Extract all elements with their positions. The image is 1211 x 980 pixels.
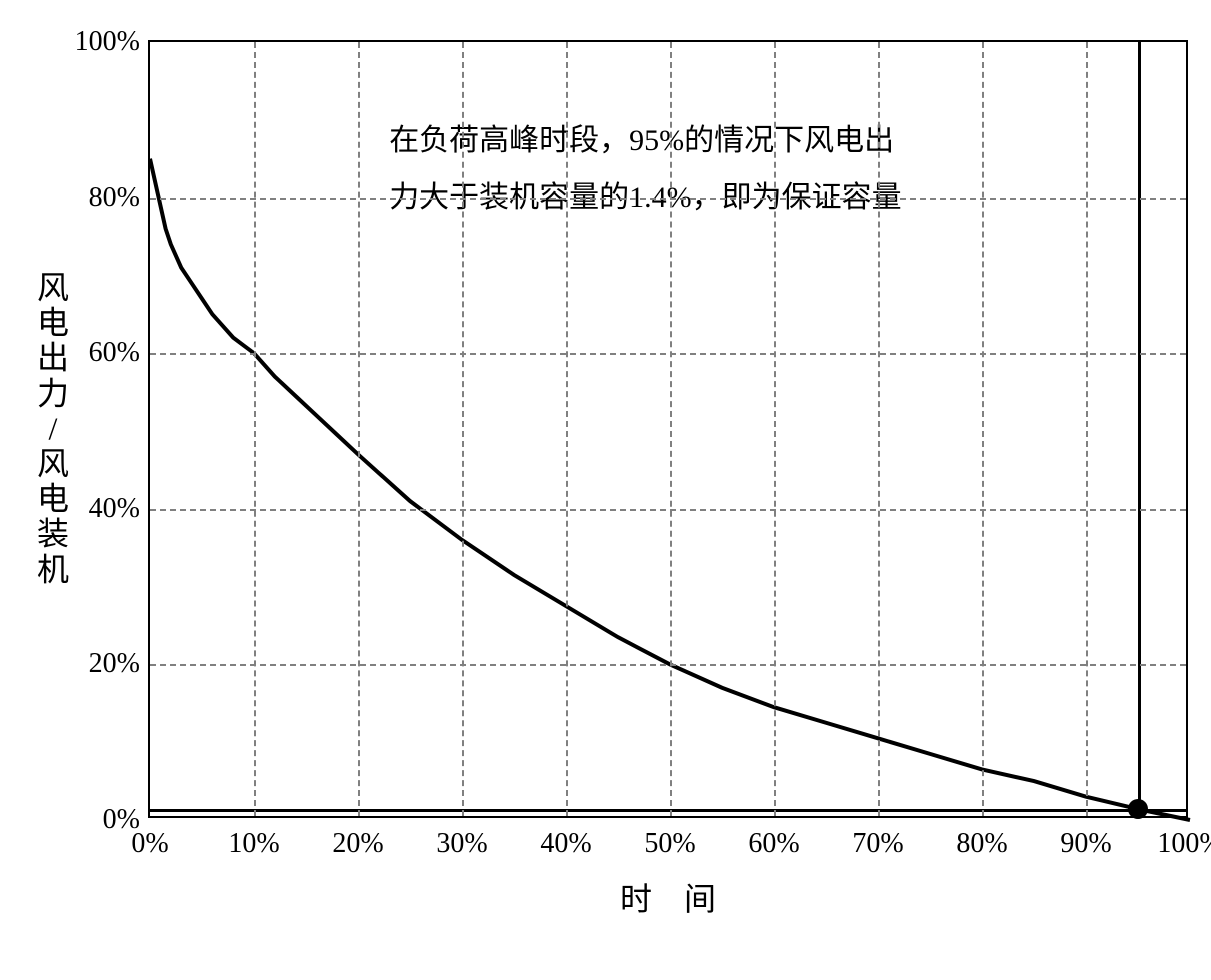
y-tick-label: 20% bbox=[89, 648, 150, 680]
annotation-text: 在负荷高峰时段，95%的情况下风电出 力大于装机容量的1.4%，即为保证容量 bbox=[389, 112, 902, 226]
y-tick-label: 80% bbox=[89, 182, 150, 214]
x-tick-label: 70% bbox=[852, 816, 903, 860]
x-axis-label: 时 间 bbox=[620, 874, 716, 920]
grid-line-v bbox=[774, 42, 776, 816]
x-tick-label: 90% bbox=[1060, 816, 1111, 860]
grid-line-v bbox=[982, 42, 984, 816]
x-tick-label: 20% bbox=[332, 816, 383, 860]
chart-container: 在负荷高峰时段，95%的情况下风电出 力大于装机容量的1.4%，即为保证容量 0… bbox=[20, 20, 1211, 960]
grid-line-h bbox=[150, 198, 1186, 200]
grid-line-v bbox=[878, 42, 880, 816]
x-tick-label: 30% bbox=[436, 816, 487, 860]
grid-line-v bbox=[358, 42, 360, 816]
x-tick-label: 100% bbox=[1157, 816, 1211, 860]
x-tick-label: 40% bbox=[540, 816, 591, 860]
x-tick-label: 0% bbox=[131, 816, 168, 860]
marker-vline bbox=[1138, 42, 1141, 816]
y-tick-label: 100% bbox=[75, 26, 150, 58]
grid-line-v bbox=[462, 42, 464, 816]
plot-area: 在负荷高峰时段，95%的情况下风电出 力大于装机容量的1.4%，即为保证容量 0… bbox=[148, 40, 1188, 818]
marker-hline bbox=[150, 809, 1186, 812]
y-tick-label: 60% bbox=[89, 337, 150, 369]
marker-point bbox=[1128, 799, 1148, 819]
x-tick-label: 80% bbox=[956, 816, 1007, 860]
grid-line-h bbox=[150, 664, 1186, 666]
annotation-line1: 在负荷高峰时段，95%的情况下风电出 bbox=[389, 112, 902, 169]
y-tick-label: 40% bbox=[89, 493, 150, 525]
y-axis-label: 风电出力/风电装机 bbox=[37, 271, 69, 588]
grid-line-h bbox=[150, 353, 1186, 355]
x-tick-label: 10% bbox=[228, 816, 279, 860]
grid-line-v bbox=[1086, 42, 1088, 816]
x-tick-label: 60% bbox=[748, 816, 799, 860]
x-tick-label: 50% bbox=[644, 816, 695, 860]
grid-line-v bbox=[254, 42, 256, 816]
grid-line-h bbox=[150, 509, 1186, 511]
grid-line-v bbox=[566, 42, 568, 816]
grid-line-v bbox=[670, 42, 672, 816]
